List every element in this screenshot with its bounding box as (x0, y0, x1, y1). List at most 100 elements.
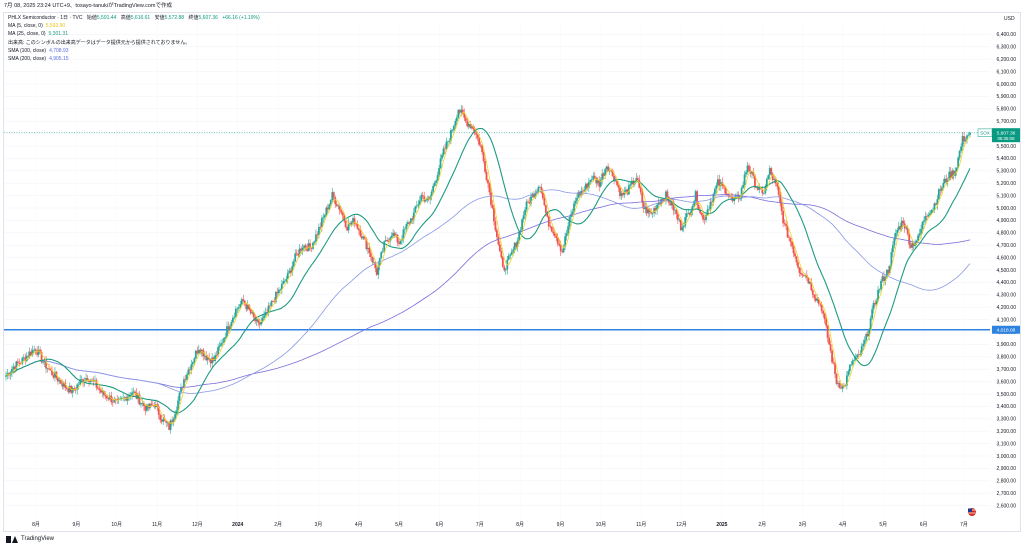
candle-body (908, 233, 911, 245)
candle-body (120, 398, 123, 399)
candle-body (804, 275, 807, 276)
candle (426, 195, 429, 204)
candle (291, 261, 294, 276)
candle (407, 219, 409, 227)
candle-body (113, 399, 116, 403)
candle (718, 174, 721, 191)
x-tick-label: 11月 (636, 522, 646, 528)
candle (644, 202, 647, 214)
y-tick-label: 4,100.00 (997, 317, 1017, 323)
candle-body (288, 270, 291, 273)
legend-sma100-row[interactable]: SMA (100, close) 4,708.93 (8, 47, 260, 55)
candle-body (768, 168, 771, 176)
candle-body (371, 256, 374, 263)
candle (451, 128, 454, 133)
candle (104, 390, 107, 400)
legend-volume-label: 出来高: このシンボルの出来高データはデータ提供元から提供されておりません。 (8, 39, 191, 46)
candle-body (951, 170, 954, 179)
candle (438, 164, 440, 177)
candle (358, 227, 360, 235)
candle (887, 265, 890, 277)
candle (657, 198, 660, 209)
candle-body (521, 219, 524, 231)
candle-body (755, 187, 758, 188)
candle (490, 187, 492, 208)
candle (273, 297, 276, 304)
candle (875, 298, 878, 306)
candle-body (467, 124, 470, 127)
candle (132, 387, 135, 397)
candle-body (316, 234, 319, 236)
candle-body (918, 233, 921, 236)
candle (740, 185, 743, 201)
candle (107, 397, 110, 402)
candle-body (111, 402, 114, 403)
candle (746, 161, 749, 175)
candle-body (662, 199, 664, 201)
candle (748, 163, 750, 173)
legend-volume-row[interactable]: 出来高: このシンボルの出来高データはデータ提供元から提供されておりません。 (8, 39, 260, 47)
candle (441, 152, 443, 161)
candle (642, 200, 645, 213)
candle-body (880, 280, 882, 290)
candle-body (819, 303, 822, 305)
candle (801, 272, 804, 278)
candle (789, 236, 792, 247)
candle-body (347, 223, 350, 231)
candle-body (122, 397, 125, 399)
candle (792, 242, 795, 258)
x-tick-label: 6月 (920, 522, 928, 528)
legend-ma5-row[interactable]: MA (5, close, 0) 5,593.90 (8, 22, 260, 30)
legend-ma25-row[interactable]: MA (25, close, 0) 5,301.31 (8, 30, 260, 38)
y-tick-label: 4,600.00 (997, 255, 1017, 261)
y-tick-label: 3,300.00 (997, 417, 1017, 423)
candle-body (131, 392, 133, 396)
candle (716, 174, 719, 188)
x-tick-label: 7月 (476, 522, 484, 528)
candle (891, 240, 894, 257)
tradingview-logo[interactable]: TradingView (6, 534, 54, 544)
candle (832, 357, 835, 365)
candle (561, 248, 564, 254)
candle (436, 171, 439, 184)
legend-sma200-row[interactable]: SMA (200, close) 4,905.15 (8, 55, 260, 63)
candle-body (292, 261, 295, 267)
candle-body (312, 242, 314, 249)
candle-body (527, 201, 529, 203)
candle-body (255, 319, 258, 322)
candle (270, 300, 273, 307)
candle (831, 348, 833, 365)
candle-body (582, 190, 584, 192)
candle (509, 253, 512, 260)
candle-body (162, 418, 165, 422)
candle (909, 241, 912, 249)
candle-body (237, 307, 240, 309)
candle (51, 366, 53, 376)
x-tick-label: 11月 (152, 522, 162, 528)
candle (452, 124, 455, 134)
candle-body (408, 222, 411, 224)
candle-body (684, 217, 687, 226)
legend-sma100-label: SMA (100, close) (8, 47, 47, 54)
candle-body (672, 201, 675, 211)
candle (31, 345, 34, 357)
candle-body (743, 174, 746, 185)
candle (399, 239, 402, 245)
candle-body (61, 383, 64, 387)
candle (865, 332, 868, 342)
candle-body (140, 403, 142, 405)
candle-body (531, 193, 534, 197)
candle-body (507, 255, 510, 260)
candle-body (438, 168, 440, 176)
candle (552, 226, 555, 237)
candle-body (384, 240, 387, 242)
candle-body (135, 392, 138, 399)
candle-body (860, 346, 863, 354)
candle-body (493, 208, 495, 222)
candle-body (309, 243, 311, 248)
symbol-label: SOX (980, 130, 990, 135)
candle-body (897, 226, 900, 231)
candle-body (940, 187, 943, 191)
x-tick-label: 3月 (315, 522, 323, 528)
